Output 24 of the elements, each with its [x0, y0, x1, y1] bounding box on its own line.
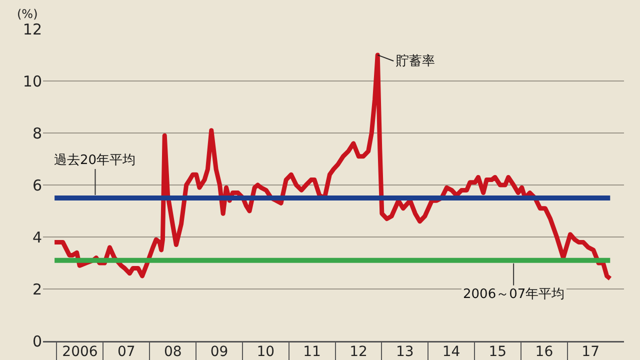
x-tick-label: 11	[303, 344, 321, 360]
y-tick-label: 0	[32, 332, 42, 350]
y-tick-label: 2	[32, 280, 42, 298]
x-tick-label: 07	[117, 344, 136, 360]
y-tick-label: 12	[22, 20, 42, 38]
y-tick-label: 10	[22, 72, 42, 90]
x-tick-label: 13	[396, 344, 414, 360]
x-tick-label: 16	[535, 344, 554, 360]
y-tick-label: 8	[32, 124, 42, 142]
x-tick-label: 14	[442, 344, 460, 360]
y-axis-title: (%)	[17, 7, 38, 21]
line-series	[52, 52, 612, 281]
ref-line-label: 2006～07年平均	[463, 287, 565, 302]
y-tick-label: 6	[32, 176, 42, 194]
x-tick-label: 08	[164, 344, 182, 360]
series-label: 貯蓄率	[396, 53, 435, 69]
x-tick-label: 12	[350, 344, 368, 360]
y-tick-label: 4	[32, 228, 42, 246]
x-tick-label: 10	[256, 344, 275, 360]
x-tick-label: 15	[488, 344, 507, 360]
x-tick-label: 17	[582, 344, 600, 360]
x-tick-label: 2006	[62, 344, 98, 360]
ref-line-label: 過去20年平均	[54, 153, 136, 168]
x-tick-label: 09	[210, 344, 228, 360]
